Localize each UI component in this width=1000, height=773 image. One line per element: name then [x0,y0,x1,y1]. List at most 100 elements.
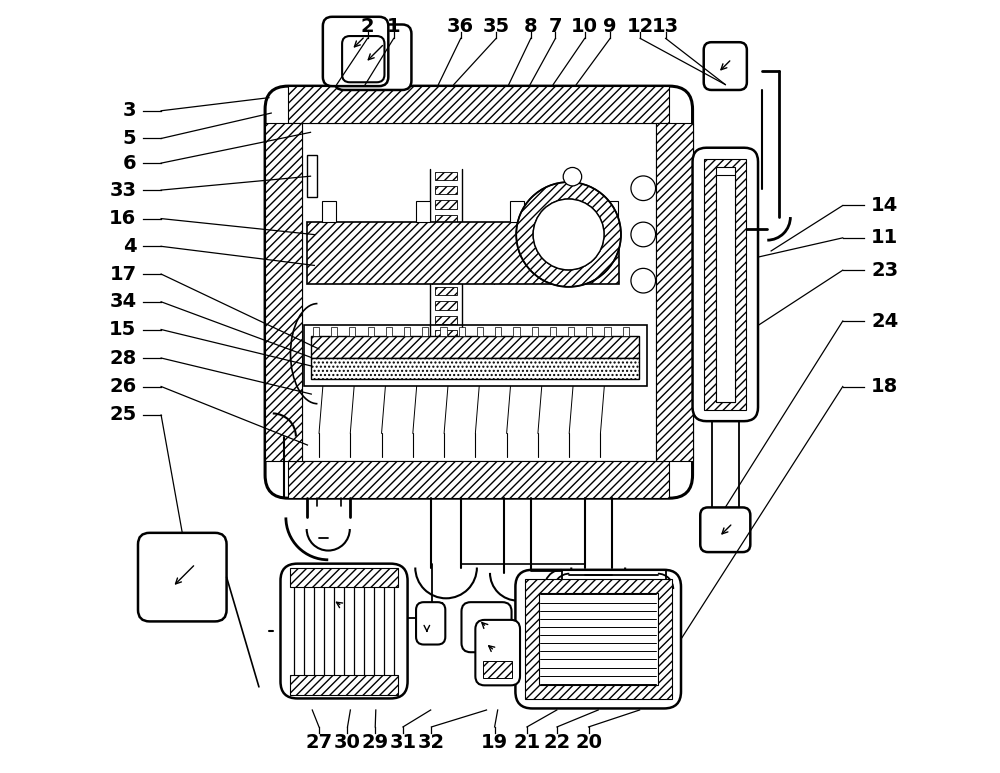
Text: 32: 32 [418,733,445,752]
Bar [539,593,658,686]
Text: 27: 27 [305,733,333,752]
Text: 29: 29 [362,733,389,752]
Bar [704,159,746,410]
Text: 36: 36 [447,16,474,36]
Text: 35: 35 [483,16,510,36]
Text: 33: 33 [109,181,136,199]
Bar [477,327,483,336]
Bar [311,336,639,357]
Text: 8: 8 [524,16,538,36]
Bar [716,175,735,402]
FancyBboxPatch shape [475,620,520,686]
Bar [435,243,457,252]
Text: 3: 3 [123,101,136,121]
Bar [349,327,355,336]
Bar [440,327,447,336]
Bar [290,567,398,587]
Bar [331,327,337,336]
FancyBboxPatch shape [334,25,411,90]
FancyBboxPatch shape [280,564,408,699]
FancyBboxPatch shape [323,17,388,86]
Bar [265,123,302,461]
Bar [322,201,336,223]
Text: 21: 21 [513,733,541,752]
Bar [510,201,524,223]
Bar [307,223,619,284]
Bar [435,273,457,281]
Bar [422,327,428,336]
Wedge shape [516,182,621,287]
Text: 26: 26 [109,377,136,396]
Text: 15: 15 [109,320,136,339]
FancyBboxPatch shape [693,148,758,421]
Bar [311,357,639,379]
Bar [290,676,398,695]
Bar [435,230,457,237]
Bar [568,327,574,336]
Bar [656,123,693,461]
Bar [307,155,317,197]
Bar [435,215,457,223]
Text: 23: 23 [871,261,898,280]
Text: 9: 9 [603,16,617,36]
Text: 34: 34 [109,292,136,312]
Text: 31: 31 [389,733,417,752]
Bar [604,201,618,223]
Bar [288,86,669,123]
FancyBboxPatch shape [416,602,445,645]
Bar [435,301,457,310]
FancyBboxPatch shape [342,36,384,82]
Bar [404,327,410,336]
Text: 5: 5 [123,129,136,148]
Bar [435,287,457,295]
Circle shape [533,199,604,270]
Bar [435,330,457,339]
FancyBboxPatch shape [704,43,747,90]
Text: 13: 13 [652,16,679,36]
Text: 20: 20 [575,733,602,752]
FancyBboxPatch shape [461,602,512,652]
Text: 1: 1 [387,16,401,36]
Bar [386,327,392,336]
Bar [623,327,629,336]
Text: 2: 2 [361,16,374,36]
Bar [532,327,538,336]
Text: 19: 19 [481,733,508,752]
Bar [513,327,520,336]
Text: 6: 6 [123,154,136,172]
Bar [435,172,457,180]
Bar [435,186,457,194]
Bar [435,200,457,209]
FancyBboxPatch shape [515,570,681,708]
Bar [586,327,592,336]
Bar [550,327,556,336]
FancyBboxPatch shape [700,507,750,552]
Circle shape [631,176,656,200]
Text: 16: 16 [109,209,136,228]
Text: 10: 10 [571,16,598,36]
Bar [304,325,647,386]
Text: 22: 22 [543,733,571,752]
Bar [483,661,512,678]
Bar [495,327,501,336]
Bar [435,258,457,267]
Text: 17: 17 [109,264,136,284]
Circle shape [631,268,656,293]
Bar [302,123,656,461]
Circle shape [631,222,656,247]
Bar [288,461,669,498]
Bar [435,316,457,324]
Bar [459,327,465,336]
Text: 7: 7 [549,16,562,36]
Bar [313,327,319,336]
Bar [368,327,374,336]
Bar [525,579,672,700]
Circle shape [563,168,582,186]
Bar [716,167,735,402]
Text: 18: 18 [871,377,898,396]
Text: 4: 4 [123,237,136,256]
Text: 24: 24 [871,312,898,331]
Bar [604,327,611,336]
FancyBboxPatch shape [138,533,227,621]
Text: 25: 25 [109,406,136,424]
